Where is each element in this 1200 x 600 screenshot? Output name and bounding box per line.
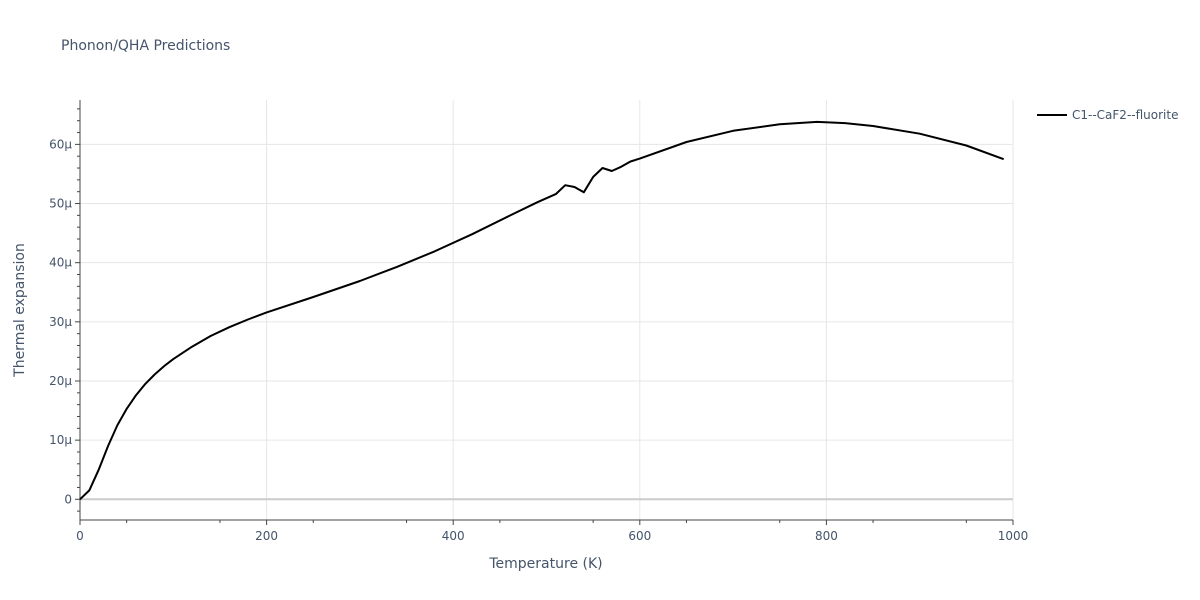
x-tick-label-800: 800 xyxy=(815,529,838,543)
x-axis-title: Temperature (K) xyxy=(488,556,602,572)
legend: C1--CaF2--fluorite xyxy=(1037,108,1178,122)
x-tick-label-400: 400 xyxy=(442,529,465,543)
axes-layer: 0 200 400 600 800 1000 0 10μ 20μ 30μ 40μ 50μ 60μ xyxy=(49,100,1028,543)
series-layer xyxy=(79,120,1005,501)
y-tick-label-20μ: 20μ xyxy=(49,374,72,388)
y-tick-label-30μ: 30μ xyxy=(49,315,72,329)
y-axis-title: Thermal expansion xyxy=(12,243,28,378)
legend-item-label: C1--CaF2--fluorite xyxy=(1072,108,1178,122)
series-line-0 xyxy=(79,120,1005,501)
y-tick-label-10μ: 10μ xyxy=(49,433,72,447)
x-tick-label-1000: 1000 xyxy=(998,529,1029,543)
y-tick-label-0: 0 xyxy=(64,492,72,506)
x-tick-label-600: 600 xyxy=(628,529,651,543)
y-tick-label-50μ: 50μ xyxy=(49,197,72,211)
x-tick-label-0: 0 xyxy=(76,529,84,543)
x-tick-label-200: 200 xyxy=(255,529,278,543)
chart-title: Phonon/QHA Predictions xyxy=(61,38,230,54)
y-tick-label-40μ: 40μ xyxy=(49,256,72,270)
y-tick-label-60μ: 60μ xyxy=(49,137,72,151)
grid-layer xyxy=(80,100,1014,520)
